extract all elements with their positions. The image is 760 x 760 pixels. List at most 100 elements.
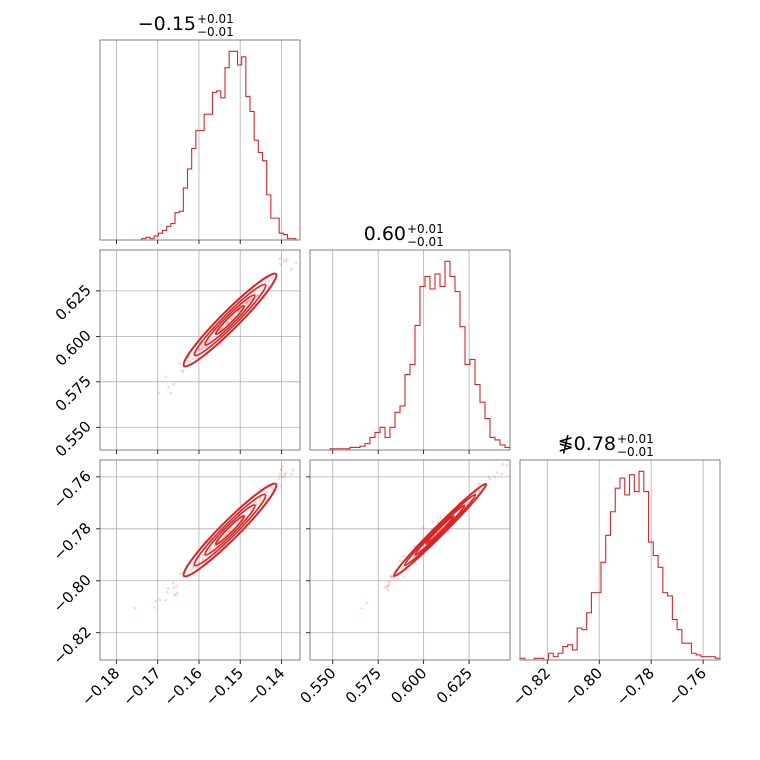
scatter-point [278,257,282,261]
scatter-point [180,369,184,373]
panel-frame [99,39,301,241]
scatter-point [493,475,497,479]
scatter-point [258,498,262,501]
scatter-point [495,471,499,474]
scatter-point [198,348,202,352]
scatter-point [196,566,200,569]
y-tick-label: 0.575 [52,372,95,415]
scatter-point [173,593,176,597]
contour-level [403,493,477,567]
scatter-point [252,502,256,505]
x-tick-label: −0.18 [78,664,123,709]
panel-title-lower-error: −0.01 [197,25,234,39]
scatter-point [387,583,391,587]
scatter-point [255,294,259,298]
panel-title-value: −0.15 [138,13,196,35]
scatter-point [282,472,286,476]
panel-title-upper-error: +0.01 [617,432,654,446]
scatter-point [271,276,274,280]
scatter-point [197,347,201,351]
histogram-line [519,470,721,661]
contour-level [182,482,278,578]
panel-title-upper-error: +0.01 [197,12,234,26]
y-tick-label: 0.550 [52,417,95,460]
scatter-point [246,299,249,303]
x-tick-label: −0.78 [613,664,658,709]
scatter-point [172,383,176,386]
scatter-point [220,327,224,330]
scatter-point [259,496,263,500]
panel-frame [309,249,511,451]
panel-title-value: ≸0.78 [558,433,616,455]
scatter-point [505,464,509,467]
scatter-point [191,567,195,570]
scatter-point [365,601,369,605]
contour-level [204,294,256,346]
scatter-point [201,557,205,561]
y-tick-label: 0.600 [52,326,95,369]
scatter-point [284,260,288,263]
scatter-point [224,322,228,326]
x-tick-label: −0.80 [561,664,606,709]
scatter-point [402,554,406,558]
scatter-point [398,559,402,563]
scatter-point [283,474,287,478]
x-tick-label: −0.82 [509,664,554,709]
scatter-point [269,485,273,489]
scatter-point [392,576,395,580]
panel-frame [309,459,511,661]
scatter-point [390,575,394,579]
scatter-point [487,475,491,479]
histogram-panel-2: 0.60 +0.01−0.01 [309,222,511,454]
scatter-point [223,534,227,538]
scatter-point [188,568,192,572]
x-tick-label: −0.16 [161,664,206,709]
scatter-point [290,473,293,476]
scatter-point [178,362,182,365]
histogram-panel-1: −0.15 +0.01−0.01 [99,12,301,244]
panel-frame [519,459,721,661]
scatter-point [412,555,416,558]
panel-title-upper-error: +0.01 [407,222,444,236]
x-tick-label: 0.625 [433,664,476,707]
scatter-point [226,529,230,533]
scatter-point [406,568,409,572]
scatter-point [208,548,212,552]
scatter-point [245,302,249,305]
scatter-point [178,572,182,576]
scatter-point [187,356,191,359]
scatter-point [431,520,434,524]
scatter-point [157,391,161,395]
scatter-point [219,327,223,331]
scatter-point [385,585,389,589]
scatter-point [277,477,281,480]
scatter-point [236,310,239,314]
scatter-point [284,471,288,475]
scatter-point [171,581,175,585]
scatter-point [258,500,262,504]
scatter-point [169,391,173,395]
scatter-point [172,586,176,590]
scatter-point [256,502,259,505]
contour-level [182,272,278,368]
scatter-point [164,375,168,378]
scatter-point [254,499,257,503]
scatter-point [220,536,224,540]
scatter-point [282,259,286,263]
scatter-point [246,302,250,306]
contour-level [214,304,246,336]
scatter-point [265,490,269,494]
scatter-point [500,472,504,476]
x-tick-label: 0.550 [296,664,339,707]
scatter-point [271,486,275,490]
scatter-point [211,336,214,340]
scatter-point [402,576,406,579]
scatter-point [291,468,295,472]
scatter-point [186,359,189,363]
scatter-point [383,586,387,590]
scatter-point [258,487,262,491]
scatter-point [421,526,425,529]
scatter-point [396,577,400,580]
x-tick-label: −0.17 [119,664,164,709]
